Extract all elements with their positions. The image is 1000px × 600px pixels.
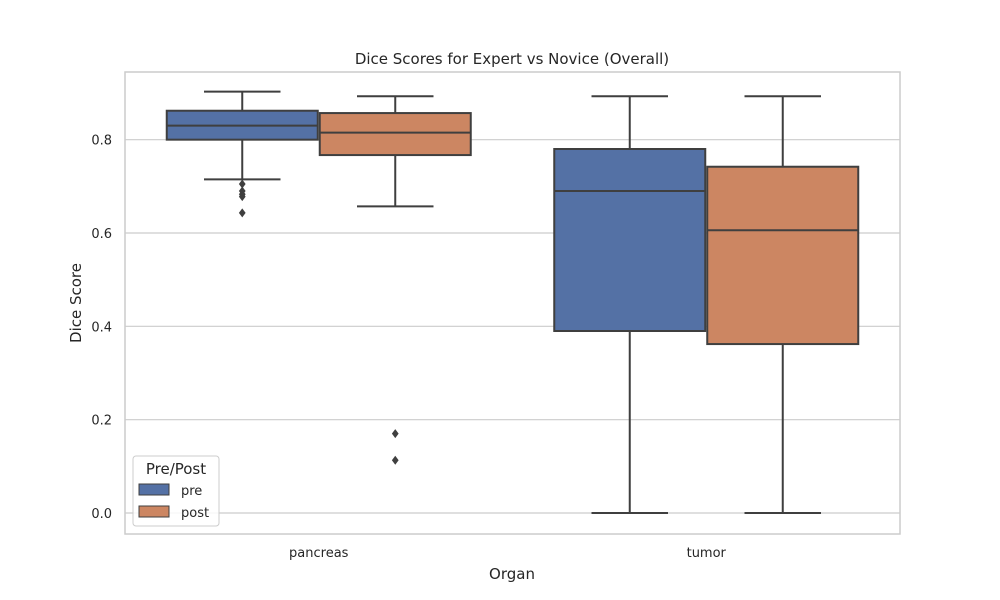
legend-swatch-pre (138, 483, 170, 496)
outlier-point (391, 455, 399, 465)
box-pre-pancreas (165, 90, 319, 218)
outlier-point (238, 192, 246, 202)
legend-title: Pre/Post (146, 460, 206, 478)
y-tick-label: 0.6 (91, 227, 112, 242)
y-tick-label: 0.8 (91, 134, 112, 149)
x-axis-title: Organ (489, 565, 535, 583)
legend-label-post: post (181, 506, 209, 521)
y-tick-label: 0.4 (91, 320, 112, 335)
outlier-point (238, 179, 246, 189)
box-body (318, 112, 472, 157)
x-tick-label: pancreas (289, 546, 349, 561)
y-axis-title: Dice Score (67, 263, 85, 343)
legend-label-pre: pre (181, 484, 202, 499)
box-layer (165, 90, 860, 514)
outlier-point (238, 208, 246, 218)
chart-title: Dice Scores for Expert vs Novice (Overal… (355, 50, 669, 68)
x-tick-label: tumor (687, 546, 727, 561)
box-body (553, 148, 707, 332)
box-body (706, 165, 860, 346)
box-post-tumor (706, 95, 860, 514)
y-tick-labels: 0.0 0.2 0.4 0.6 0.8 (91, 134, 112, 522)
box-pre-tumor (553, 95, 707, 514)
x-tick-labels: pancreas tumor (289, 546, 727, 561)
outlier-point (391, 429, 399, 439)
y-tick-label: 0.0 (91, 507, 112, 522)
y-tick-label: 0.2 (91, 414, 112, 429)
plot-frame (124, 71, 901, 535)
legend: Pre/Post pre post (132, 455, 220, 527)
box-post-pancreas (318, 95, 472, 465)
legend-swatch-post (138, 505, 170, 518)
